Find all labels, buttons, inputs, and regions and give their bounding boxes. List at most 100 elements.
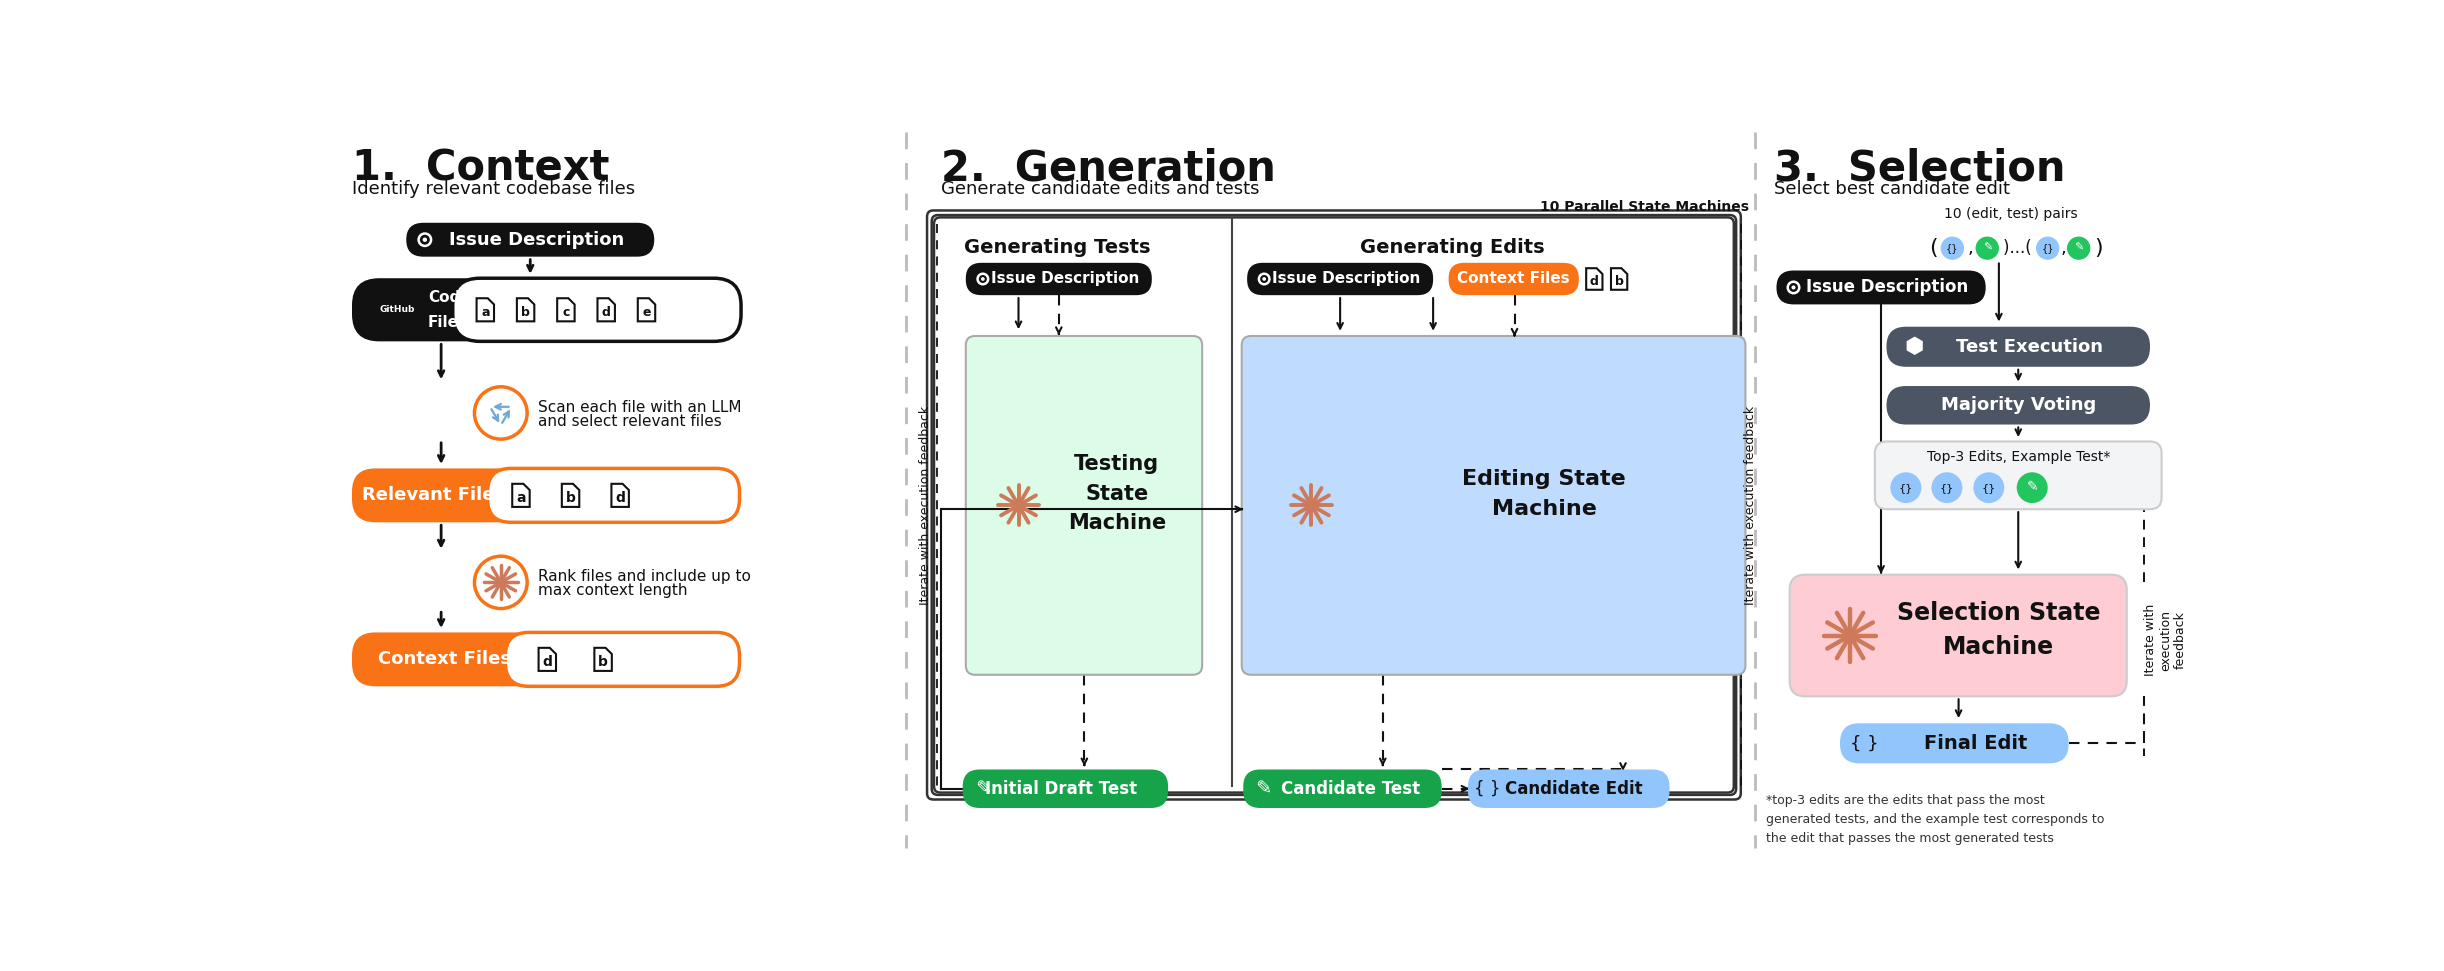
- Text: Generating Edits: Generating Edits: [1361, 238, 1545, 257]
- Circle shape: [2036, 236, 2060, 260]
- Text: Initial Draft Test: Initial Draft Test: [985, 780, 1136, 798]
- Polygon shape: [557, 298, 574, 321]
- Text: Generating Tests: Generating Tests: [963, 238, 1151, 257]
- Circle shape: [1256, 271, 1273, 287]
- Polygon shape: [538, 648, 557, 671]
- Text: 10 (edit, test) pairs: 10 (edit, test) pairs: [1943, 208, 2077, 221]
- FancyBboxPatch shape: [352, 632, 741, 686]
- Polygon shape: [1611, 268, 1628, 289]
- Text: Context Files: Context Files: [379, 651, 511, 668]
- Polygon shape: [638, 298, 655, 321]
- Polygon shape: [1586, 268, 1603, 289]
- Text: Context Files: Context Files: [1457, 272, 1569, 286]
- FancyBboxPatch shape: [1777, 271, 1985, 304]
- Circle shape: [1941, 236, 1965, 260]
- Text: { }: { }: [1850, 734, 1879, 753]
- Text: 10 Parallel State Machines: 10 Parallel State Machines: [1540, 200, 1747, 214]
- Text: Issue Description: Issue Description: [450, 231, 623, 249]
- Text: Codebase: Codebase: [428, 290, 511, 305]
- FancyBboxPatch shape: [489, 468, 741, 522]
- Text: Editing State
Machine: Editing State Machine: [1462, 469, 1625, 519]
- Text: Candidate Test: Candidate Test: [1281, 780, 1420, 798]
- Text: 3.  Selection: 3. Selection: [1774, 148, 2065, 189]
- Text: ,: ,: [1967, 239, 1972, 257]
- Text: b: b: [565, 490, 574, 505]
- Text: { }: { }: [1474, 780, 1501, 798]
- Text: ✎: ✎: [1982, 243, 1992, 253]
- FancyBboxPatch shape: [926, 211, 1740, 799]
- Circle shape: [415, 230, 435, 250]
- Text: {}: {}: [1899, 483, 1914, 492]
- Text: and select relevant files: and select relevant files: [538, 414, 721, 429]
- FancyBboxPatch shape: [963, 769, 1168, 808]
- Text: {}: {}: [1945, 243, 1958, 253]
- Polygon shape: [513, 484, 530, 507]
- Text: {}: {}: [1982, 483, 1997, 492]
- Polygon shape: [477, 298, 494, 321]
- FancyBboxPatch shape: [452, 279, 741, 342]
- Polygon shape: [611, 484, 628, 507]
- FancyBboxPatch shape: [965, 263, 1151, 295]
- Text: max context length: max context length: [538, 583, 687, 597]
- Circle shape: [474, 556, 528, 609]
- Text: {}: {}: [2041, 243, 2053, 253]
- Text: ✎: ✎: [1256, 780, 1271, 798]
- Circle shape: [1791, 285, 1796, 289]
- Circle shape: [1931, 472, 1963, 503]
- FancyBboxPatch shape: [352, 468, 741, 522]
- Text: Scan each file with an LLM: Scan each file with an LLM: [538, 400, 741, 415]
- FancyBboxPatch shape: [1887, 326, 2151, 367]
- Text: ): ): [2095, 238, 2102, 258]
- Text: ,: ,: [2060, 239, 2065, 257]
- Text: Select best candidate edit: Select best candidate edit: [1774, 180, 2009, 198]
- Circle shape: [423, 238, 428, 242]
- FancyBboxPatch shape: [1887, 386, 2151, 424]
- Polygon shape: [594, 648, 611, 671]
- FancyBboxPatch shape: [1449, 263, 1579, 295]
- Text: d: d: [1591, 275, 1598, 287]
- Text: ⬢: ⬢: [1904, 337, 1923, 356]
- FancyBboxPatch shape: [931, 216, 1735, 795]
- FancyBboxPatch shape: [1246, 263, 1432, 295]
- Text: b: b: [521, 306, 530, 318]
- Text: Relevant Files: Relevant Files: [362, 486, 506, 504]
- Text: ✎: ✎: [975, 780, 992, 798]
- Polygon shape: [516, 298, 535, 321]
- Polygon shape: [596, 298, 616, 321]
- FancyBboxPatch shape: [1875, 442, 2160, 509]
- Text: c: c: [562, 306, 569, 318]
- Text: Final Edit: Final Edit: [1923, 734, 2029, 753]
- Text: *top-3 edits are the edits that pass the most
generated tests, and the example t: *top-3 edits are the edits that pass the…: [1767, 794, 2104, 845]
- FancyBboxPatch shape: [1242, 336, 1745, 675]
- Text: b: b: [1615, 275, 1623, 287]
- Circle shape: [1972, 472, 2004, 503]
- FancyBboxPatch shape: [965, 336, 1202, 675]
- Text: Testing
State
Machine: Testing State Machine: [1068, 454, 1166, 533]
- Circle shape: [474, 386, 528, 439]
- Circle shape: [1784, 279, 1804, 297]
- Text: Iterate with execution feedback: Iterate with execution feedback: [1745, 406, 1757, 605]
- Text: Majority Voting: Majority Voting: [1941, 396, 2097, 415]
- Circle shape: [374, 286, 420, 333]
- Text: e: e: [643, 306, 650, 318]
- FancyBboxPatch shape: [934, 218, 1733, 792]
- FancyBboxPatch shape: [1840, 723, 2068, 763]
- Text: (: (: [1928, 238, 1938, 258]
- Text: Issue Description: Issue Description: [990, 272, 1139, 286]
- Text: GitHub: GitHub: [379, 305, 415, 315]
- Circle shape: [2065, 236, 2092, 260]
- Circle shape: [975, 271, 992, 287]
- Text: Identify relevant codebase files: Identify relevant codebase files: [352, 180, 635, 198]
- Text: a: a: [516, 490, 525, 505]
- Text: d: d: [543, 654, 552, 669]
- Text: d: d: [616, 490, 626, 505]
- FancyBboxPatch shape: [1789, 575, 2126, 696]
- Text: Selection State
Machine: Selection State Machine: [1897, 601, 2102, 659]
- FancyBboxPatch shape: [352, 279, 741, 342]
- Circle shape: [1975, 236, 1999, 260]
- Text: )...(: )...(: [2002, 239, 2036, 257]
- Text: Files: Files: [428, 315, 467, 329]
- Text: a: a: [481, 306, 489, 318]
- Text: Candidate Edit: Candidate Edit: [1506, 780, 1642, 798]
- Text: Issue Description: Issue Description: [1273, 272, 1420, 286]
